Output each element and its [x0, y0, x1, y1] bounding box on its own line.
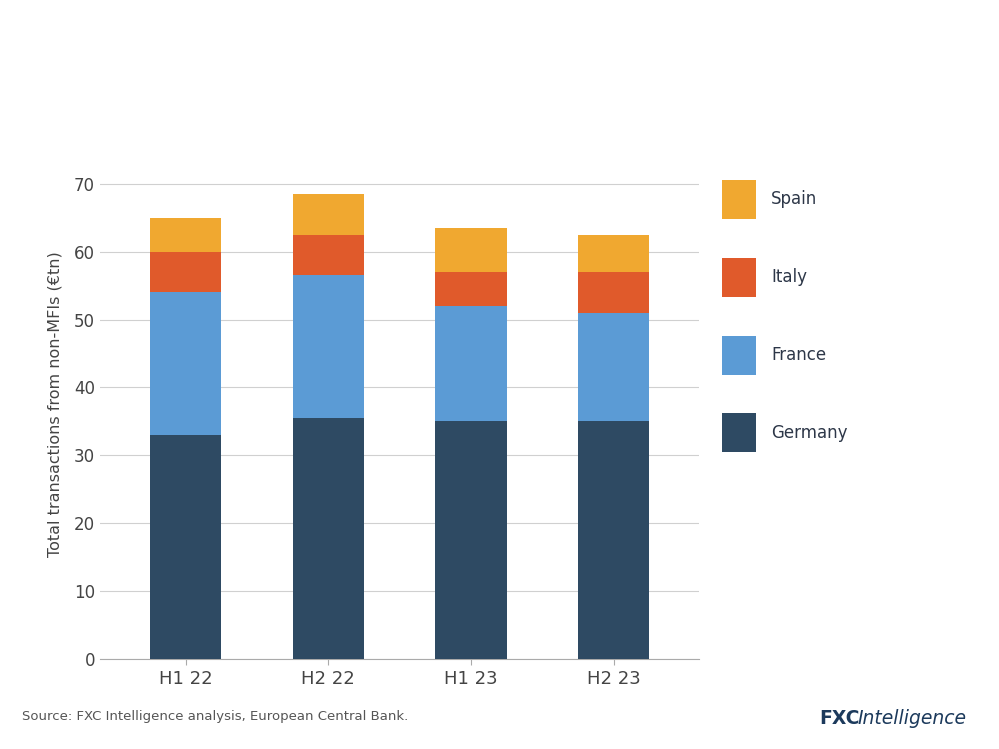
Bar [722, 258, 755, 297]
Bar [436, 228, 506, 272]
Bar [578, 272, 649, 313]
Text: Germany: Germany [771, 424, 848, 442]
Bar [578, 234, 649, 272]
Bar [722, 336, 755, 374]
Text: Eurozone's top four countries for non-MFI transactions: Eurozone's top four countries for non-MF… [22, 26, 838, 52]
Text: Eurozone total non-Money Financial Institutions (MFI) transactions, 2022-23: Eurozone total non-Money Financial Insti… [22, 93, 681, 112]
Bar [150, 218, 221, 252]
Bar [293, 194, 364, 234]
Bar [436, 306, 506, 422]
Bar [436, 422, 506, 659]
Bar [722, 180, 755, 219]
Bar [150, 435, 221, 659]
Bar [293, 276, 364, 418]
Text: FXC: FXC [819, 709, 860, 728]
Bar [722, 413, 755, 452]
Text: Italy: Italy [771, 268, 807, 286]
Bar [578, 313, 649, 422]
Y-axis label: Total transactions from non-MFIs (€tn): Total transactions from non-MFIs (€tn) [48, 252, 63, 557]
Bar [293, 418, 364, 659]
Text: France: France [771, 346, 826, 364]
Bar [150, 292, 221, 435]
Text: Source: FXC Intelligence analysis, European Central Bank.: Source: FXC Intelligence analysis, Europ… [22, 710, 409, 723]
Bar [578, 422, 649, 659]
Text: Intelligence: Intelligence [857, 709, 966, 728]
Bar [436, 272, 506, 306]
Bar [150, 252, 221, 292]
Text: Spain: Spain [771, 190, 817, 208]
Bar [293, 234, 364, 276]
